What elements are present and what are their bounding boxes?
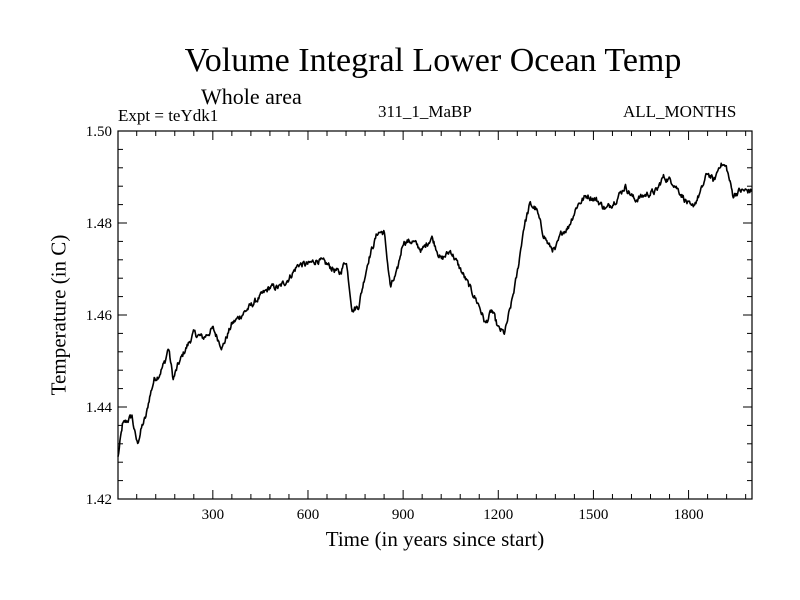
chart-subtitle: Whole area	[201, 84, 302, 109]
x-tick-label: 900	[392, 507, 415, 523]
experiment-label: Expt = teYdk1	[118, 106, 219, 125]
axis-tick-labels: 300 600 900 1200 1500 1800 1.42 1.44 1.46 1.48 1.5…	[86, 124, 704, 523]
plot-frame	[117, 130, 753, 500]
x-tick-label: 300	[202, 507, 225, 523]
x-tick-label: 1200	[483, 507, 513, 523]
y-tick-label: 1.44	[86, 400, 113, 416]
x-axis-label: Time (in years since start)	[325, 527, 545, 551]
period-label: 311_1_MaBP	[378, 102, 472, 121]
y-tick-label: 1.42	[86, 492, 112, 508]
chart-title: Volume Integral Lower Ocean Temp	[184, 42, 682, 79]
months-label: ALL_MONTHS	[623, 102, 737, 121]
x-tick-label: 1800	[674, 507, 704, 523]
x-tick-label: 1500	[578, 507, 608, 523]
y-axis-label: Temperature (in C)	[46, 234, 71, 396]
x-tick-label: 600	[297, 507, 320, 523]
data-series	[117, 162, 753, 457]
series-line	[117, 162, 753, 457]
axis-ticks	[118, 130, 752, 500]
y-tick-label: 1.48	[86, 216, 112, 232]
y-tick-label: 1.46	[86, 308, 113, 324]
y-tick-label: 1.50	[86, 124, 112, 140]
